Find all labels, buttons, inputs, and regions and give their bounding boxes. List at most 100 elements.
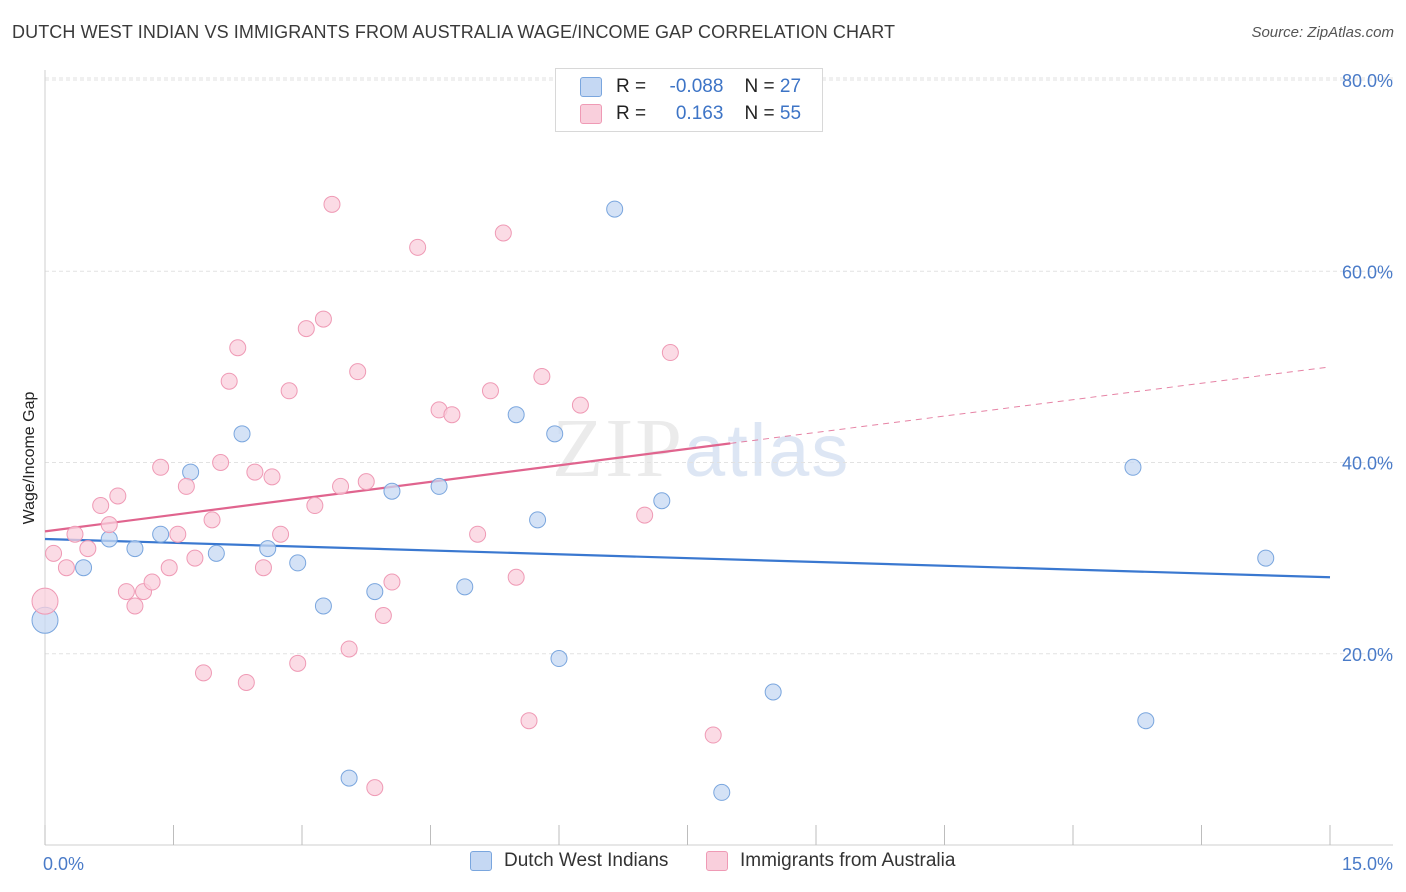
point-immigrants-from-australia: [571, 396, 589, 414]
point-immigrants-from-australia: [212, 454, 230, 471]
point-immigrants-from-australia: [323, 195, 341, 213]
point-immigrants-from-australia: [349, 363, 367, 381]
chart-source: Source: ZipAtlas.com: [1251, 24, 1394, 41]
point-immigrants-from-australia: [374, 607, 392, 624]
y-tick-label: 40.0%: [1342, 454, 1393, 474]
point-immigrants-from-australia: [45, 544, 63, 562]
point-dutch-west-indians: [233, 425, 251, 443]
axes: [44, 70, 1393, 846]
point-immigrants-from-australia: [383, 573, 401, 591]
point-immigrants-from-australia: [306, 497, 324, 515]
point-immigrants-from-australia: [246, 463, 264, 481]
point-dutch-west-indians: [340, 769, 358, 787]
point-dutch-west-indians: [289, 554, 307, 572]
point-immigrants-from-australia: [229, 339, 247, 357]
point-dutch-west-indians: [764, 683, 782, 701]
point-immigrants-from-australia: [443, 406, 461, 424]
legend-n-label: N =: [744, 103, 775, 124]
chart-title: DUTCH WEST INDIAN VS IMMIGRANTS FROM AUS…: [12, 22, 896, 42]
point-immigrants-from-australia: [186, 549, 204, 567]
legend-r-label: R =: [616, 76, 647, 97]
correlation-legend: R = -0.088 N = 27 R = 0.163 N = 55: [555, 68, 823, 132]
data-points: [31, 195, 1275, 801]
point-immigrants-from-australia: [203, 511, 221, 529]
point-dutch-west-indians: [653, 492, 671, 510]
point-immigrants-from-australia: [117, 583, 135, 601]
point-immigrants-from-australia: [494, 224, 512, 242]
point-dutch-west-indians: [126, 540, 144, 558]
point-dutch-west-indians: [1257, 549, 1275, 567]
point-immigrants-from-australia: [254, 559, 272, 577]
legend-n-value: 27: [779, 76, 802, 97]
legend-n-value: 55: [779, 103, 802, 124]
legend-row-pink: R = 0.163 N = 55: [580, 102, 801, 126]
watermark-atlas: atlas: [684, 409, 851, 492]
point-immigrants-from-australia: [160, 559, 178, 577]
point-immigrants-from-australia: [533, 367, 551, 385]
point-dutch-west-indians: [182, 463, 200, 481]
point-immigrants-from-australia: [280, 382, 298, 400]
point-dutch-west-indians: [606, 200, 624, 218]
legend-n-label: N =: [744, 76, 775, 97]
point-immigrants-from-australia: [152, 458, 170, 476]
point-dutch-west-indians: [207, 544, 225, 562]
point-dutch-west-indians: [152, 525, 170, 543]
point-dutch-west-indians: [546, 425, 564, 443]
series-legend-immigrants-from-australia: Immigrants from Australia: [706, 850, 955, 872]
legend-swatch-blue: [580, 77, 602, 97]
point-immigrants-from-australia: [481, 382, 499, 400]
point-dutch-west-indians: [529, 511, 547, 529]
point-dutch-west-indians: [366, 583, 384, 601]
legend-r-value: 0.163: [675, 103, 724, 124]
point-dutch-west-indians: [259, 540, 277, 558]
point-immigrants-from-australia: [169, 525, 187, 543]
series-swatch-pink: [706, 851, 728, 871]
x-tick-label-min: 0.0%: [43, 854, 84, 874]
grid-lines: [45, 77, 1393, 655]
point-immigrants-from-australia: [636, 506, 654, 524]
y-tick-label: 80.0%: [1342, 71, 1393, 91]
point-immigrants-from-australia: [66, 525, 84, 543]
point-immigrants-from-australia: [340, 640, 358, 658]
point-immigrants-from-australia: [366, 779, 384, 797]
point-dutch-west-indians: [100, 530, 118, 548]
point-immigrants-from-australia: [263, 468, 281, 486]
point-immigrants-from-australia: [469, 525, 487, 543]
point-immigrants-from-australia: [31, 587, 59, 615]
point-immigrants-from-australia: [297, 320, 315, 338]
point-dutch-west-indians: [1137, 712, 1155, 730]
series-legend-label: Dutch West Indians: [504, 850, 669, 871]
point-immigrants-from-australia: [272, 525, 290, 543]
y-tick-label: 60.0%: [1342, 262, 1393, 282]
point-dutch-west-indians: [713, 783, 731, 801]
y-tick-label: 20.0%: [1342, 645, 1393, 665]
point-immigrants-from-australia: [704, 726, 722, 744]
point-dutch-west-indians: [314, 597, 332, 615]
legend-swatch-pink: [580, 104, 602, 124]
legend-row-blue: R = -0.088 N = 27: [580, 75, 801, 99]
point-immigrants-from-australia: [289, 654, 307, 672]
point-immigrants-from-australia: [507, 568, 525, 586]
point-immigrants-from-australia: [357, 473, 375, 491]
tick-labels: 20.0% 40.0% 60.0% 80.0% 0.0% 15.0% Wage/Income…: [21, 71, 1393, 874]
point-immigrants-from-australia: [92, 497, 110, 515]
point-dutch-west-indians: [507, 406, 525, 424]
legend-r-value: -0.088: [669, 76, 724, 97]
point-immigrants-from-australia: [143, 573, 161, 591]
series-legend: Dutch West Indians Immigrants from Austr…: [0, 850, 1406, 880]
series-legend-dutch-west-indians: Dutch West Indians: [470, 850, 668, 872]
point-immigrants-from-australia: [57, 559, 75, 577]
point-immigrants-from-australia: [109, 487, 127, 505]
trend-extension-immigrants-from-australia: [730, 366, 1331, 444]
legend-r-label: R =: [616, 103, 647, 124]
point-immigrants-from-australia: [520, 712, 538, 730]
point-immigrants-from-australia: [332, 477, 350, 495]
point-dutch-west-indians: [1124, 458, 1142, 476]
trend-line-dutch-west-indians: [44, 537, 1331, 579]
point-immigrants-from-australia: [194, 664, 212, 682]
point-dutch-west-indians: [430, 477, 448, 495]
x-tick-label-max: 15.0%: [1342, 854, 1393, 874]
point-immigrants-from-australia: [661, 344, 679, 362]
point-immigrants-from-australia: [79, 540, 97, 558]
